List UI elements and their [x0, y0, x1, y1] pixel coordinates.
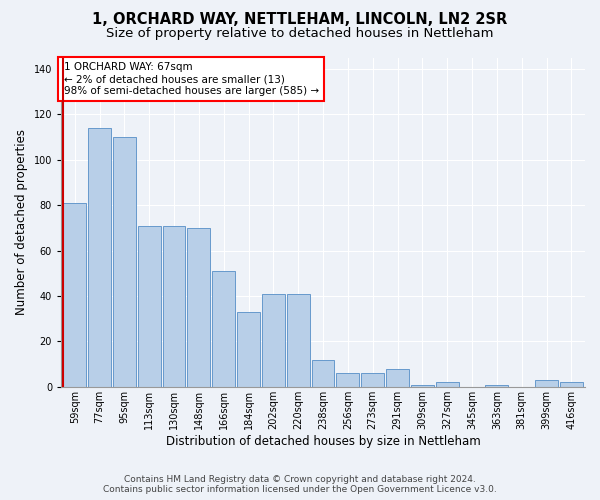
Bar	[485, 384, 508, 387]
Bar	[88, 128, 111, 387]
Bar	[212, 271, 235, 387]
Bar	[560, 382, 583, 387]
Y-axis label: Number of detached properties: Number of detached properties	[15, 129, 28, 315]
Bar	[287, 294, 310, 387]
Bar	[237, 312, 260, 387]
X-axis label: Distribution of detached houses by size in Nettleham: Distribution of detached houses by size …	[166, 434, 481, 448]
Text: 1 ORCHARD WAY: 67sqm
← 2% of detached houses are smaller (13)
98% of semi-detach: 1 ORCHARD WAY: 67sqm ← 2% of detached ho…	[64, 62, 319, 96]
Bar	[411, 384, 434, 387]
Bar	[535, 380, 558, 387]
Text: Size of property relative to detached houses in Nettleham: Size of property relative to detached ho…	[106, 28, 494, 40]
Bar	[361, 373, 384, 387]
Text: Contains HM Land Registry data © Crown copyright and database right 2024.
Contai: Contains HM Land Registry data © Crown c…	[103, 474, 497, 494]
Bar	[187, 228, 211, 387]
Bar	[64, 203, 86, 387]
Bar	[262, 294, 285, 387]
Bar	[436, 382, 458, 387]
Text: 1, ORCHARD WAY, NETTLEHAM, LINCOLN, LN2 2SR: 1, ORCHARD WAY, NETTLEHAM, LINCOLN, LN2 …	[92, 12, 508, 28]
Bar	[337, 373, 359, 387]
Bar	[113, 137, 136, 387]
Bar	[163, 226, 185, 387]
Bar	[386, 368, 409, 387]
Bar	[311, 360, 334, 387]
Bar	[138, 226, 161, 387]
